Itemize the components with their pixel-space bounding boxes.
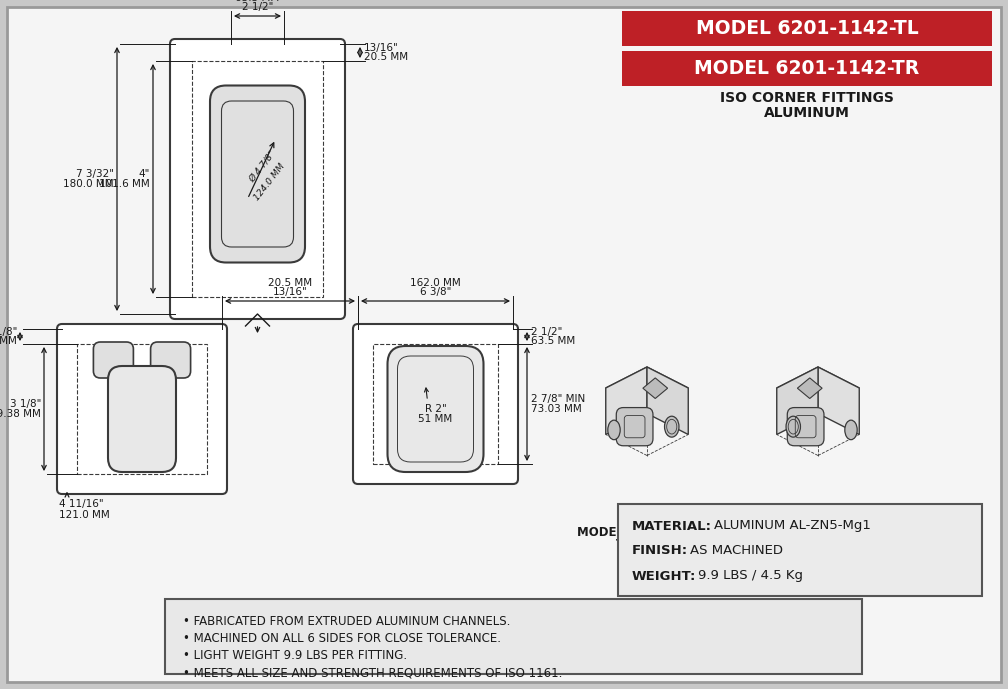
Ellipse shape	[786, 416, 800, 437]
FancyBboxPatch shape	[387, 346, 484, 472]
Text: MATERIAL:: MATERIAL:	[632, 520, 712, 533]
FancyBboxPatch shape	[210, 85, 305, 263]
Text: 20.5 MM: 20.5 MM	[364, 52, 408, 63]
Text: 79.38 MM: 79.38 MM	[0, 409, 41, 419]
Bar	[622, 51, 992, 86]
Polygon shape	[777, 367, 818, 435]
Text: • FABRICATED FROM EXTRUDED ALUMINUM CHANNELS.: • FABRICATED FROM EXTRUDED ALUMINUM CHAN…	[183, 615, 510, 628]
Text: 28.58 MM: 28.58 MM	[0, 336, 17, 347]
Ellipse shape	[608, 420, 620, 440]
Polygon shape	[643, 378, 667, 398]
Text: 121.0 MM: 121.0 MM	[59, 510, 110, 520]
Text: R 2": R 2"	[424, 404, 447, 414]
Text: 20.5 MM: 20.5 MM	[268, 278, 312, 289]
Text: • MACHINED ON ALL 6 SIDES FOR CLOSE TOLERANCE.: • MACHINED ON ALL 6 SIDES FOR CLOSE TOLE…	[183, 632, 501, 645]
Text: MODEL 6201-1142-TR: MODEL 6201-1142-TR	[747, 526, 889, 539]
Polygon shape	[606, 367, 647, 435]
Text: • LIGHT WEIGHT 9.9 LBS PER FITTING.: • LIGHT WEIGHT 9.9 LBS PER FITTING.	[183, 649, 407, 662]
Ellipse shape	[664, 416, 679, 437]
Bar	[622, 11, 992, 46]
FancyBboxPatch shape	[787, 408, 824, 446]
Text: TOP LEFT: TOP LEFT	[616, 538, 678, 551]
Text: 63.5 MM: 63.5 MM	[531, 336, 576, 347]
Text: 2 1/2": 2 1/2"	[531, 327, 562, 336]
Text: MODEL 6201-1142-TL: MODEL 6201-1142-TL	[696, 19, 918, 38]
Text: Ø 4 7/8": Ø 4 7/8"	[248, 149, 277, 183]
Text: 4": 4"	[139, 169, 150, 179]
Text: 101.6 MM: 101.6 MM	[99, 179, 150, 189]
Text: 7 3/32": 7 3/32"	[76, 169, 114, 179]
FancyBboxPatch shape	[165, 599, 862, 674]
Text: 2 1/2": 2 1/2"	[242, 2, 273, 12]
Bar	[373, 344, 498, 464]
Text: 73.03 MM: 73.03 MM	[531, 404, 582, 414]
FancyBboxPatch shape	[57, 324, 227, 494]
Text: 63.5 MM: 63.5 MM	[236, 0, 279, 3]
Polygon shape	[777, 367, 859, 409]
FancyBboxPatch shape	[7, 7, 1001, 682]
Polygon shape	[797, 378, 823, 398]
Text: 124.0 MM: 124.0 MM	[252, 162, 286, 202]
FancyBboxPatch shape	[108, 366, 176, 472]
FancyBboxPatch shape	[170, 39, 345, 319]
Text: TOP RIGHT: TOP RIGHT	[782, 538, 854, 551]
Text: MODEL 6201-1142-TL: MODEL 6201-1142-TL	[577, 526, 717, 539]
FancyBboxPatch shape	[150, 342, 191, 378]
FancyBboxPatch shape	[618, 504, 982, 596]
FancyBboxPatch shape	[616, 408, 653, 446]
Text: ALUMINUM AL-ZN5-Mg1: ALUMINUM AL-ZN5-Mg1	[714, 520, 871, 533]
Text: 13/16": 13/16"	[364, 43, 399, 52]
Bar	[192, 61, 323, 297]
Ellipse shape	[845, 420, 857, 440]
Text: 2 7/8" MIN: 2 7/8" MIN	[531, 394, 586, 404]
Text: 1 1/8": 1 1/8"	[0, 327, 17, 336]
Text: ALUMINUM: ALUMINUM	[764, 106, 850, 120]
Text: 9.9 LBS / 4.5 Kg: 9.9 LBS / 4.5 Kg	[698, 570, 803, 582]
Text: AS MACHINED: AS MACHINED	[690, 544, 783, 557]
Polygon shape	[647, 367, 688, 435]
FancyBboxPatch shape	[94, 342, 133, 378]
FancyBboxPatch shape	[353, 324, 518, 484]
Text: 6 3/8": 6 3/8"	[419, 287, 452, 297]
Text: 13/16": 13/16"	[272, 287, 307, 297]
Text: 51 MM: 51 MM	[418, 414, 453, 424]
Polygon shape	[818, 367, 859, 435]
Text: FINISH:: FINISH:	[632, 544, 688, 557]
Text: 162.0 MM: 162.0 MM	[410, 278, 461, 289]
Text: • MEETS ALL SIZE AND STRENGTH REQUIREMENTS OF ISO 1161.: • MEETS ALL SIZE AND STRENGTH REQUIREMEN…	[183, 666, 562, 679]
Text: 180.0 MM: 180.0 MM	[64, 179, 114, 189]
Text: 4 11/16": 4 11/16"	[59, 499, 104, 509]
Text: ISO CORNER FITTINGS: ISO CORNER FITTINGS	[720, 91, 894, 105]
Text: MODEL 6201-1142-TR: MODEL 6201-1142-TR	[695, 59, 919, 78]
Polygon shape	[606, 367, 688, 409]
Text: 3 1/8": 3 1/8"	[10, 399, 41, 409]
Bar	[77, 344, 207, 474]
Text: WEIGHT:: WEIGHT:	[632, 570, 697, 582]
